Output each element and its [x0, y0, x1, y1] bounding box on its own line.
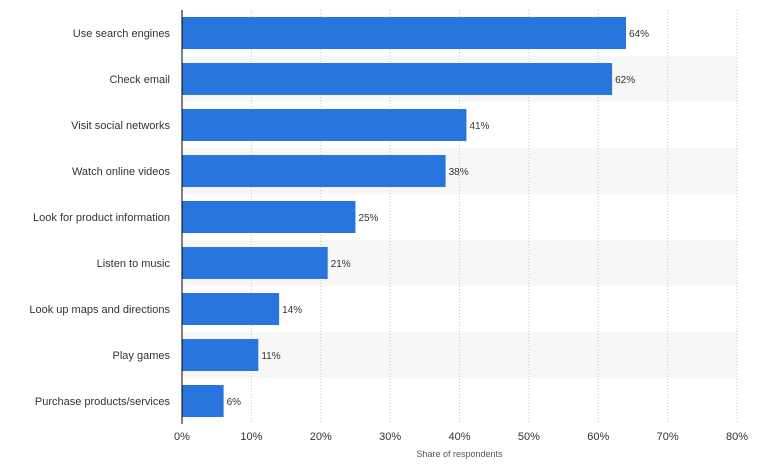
- x-tick-label: 80%: [726, 431, 748, 443]
- data-label: 62%: [615, 75, 635, 86]
- x-tick-label: 0%: [174, 431, 190, 443]
- x-tick-label: 70%: [657, 431, 679, 443]
- data-label: 41%: [469, 121, 489, 132]
- category-label: Visit social networks: [71, 120, 170, 132]
- data-label: 11%: [261, 351, 280, 362]
- bars: [182, 17, 626, 417]
- bar: [182, 201, 356, 233]
- category-label: Use search engines: [73, 28, 171, 40]
- bar: [182, 247, 328, 279]
- x-tick-label: 50%: [518, 431, 540, 443]
- x-tick-label: 40%: [448, 431, 470, 443]
- data-label: 64%: [629, 29, 649, 40]
- data-label: 38%: [449, 167, 469, 178]
- data-label: 14%: [282, 305, 302, 316]
- data-label: 21%: [331, 259, 351, 270]
- category-labels: Use search engines Check email Visit socia…: [29, 28, 170, 408]
- x-tick-label: 30%: [379, 431, 401, 443]
- bar: [182, 17, 626, 49]
- bar: [182, 109, 467, 141]
- category-label: Play games: [113, 350, 171, 362]
- category-label: Check email: [109, 74, 170, 86]
- category-label: Look for product information: [33, 212, 170, 224]
- category-label: Look up maps and directions: [29, 304, 170, 316]
- x-tick-labels: 0% 10% 20% 30% 40% 50% 60% 70% 80%: [174, 431, 748, 443]
- bar: [182, 385, 224, 417]
- category-label: Watch online videos: [72, 166, 171, 178]
- bar: [182, 155, 446, 187]
- bar: [182, 293, 280, 325]
- data-label: 25%: [358, 213, 378, 224]
- category-label: Purchase products/services: [35, 396, 171, 408]
- data-label: 6%: [227, 397, 242, 408]
- x-tick-label: 10%: [240, 431, 262, 443]
- x-tick-label: 60%: [587, 431, 609, 443]
- x-tick-label: 20%: [310, 431, 332, 443]
- category-label: Listen to music: [97, 258, 171, 270]
- data-labels: 64% 62% 41% 38% 25% 21% 14% 11% 6%: [227, 29, 649, 408]
- bar: [182, 63, 613, 95]
- x-axis-title: Share of respondents: [416, 449, 503, 459]
- bar: [182, 339, 259, 371]
